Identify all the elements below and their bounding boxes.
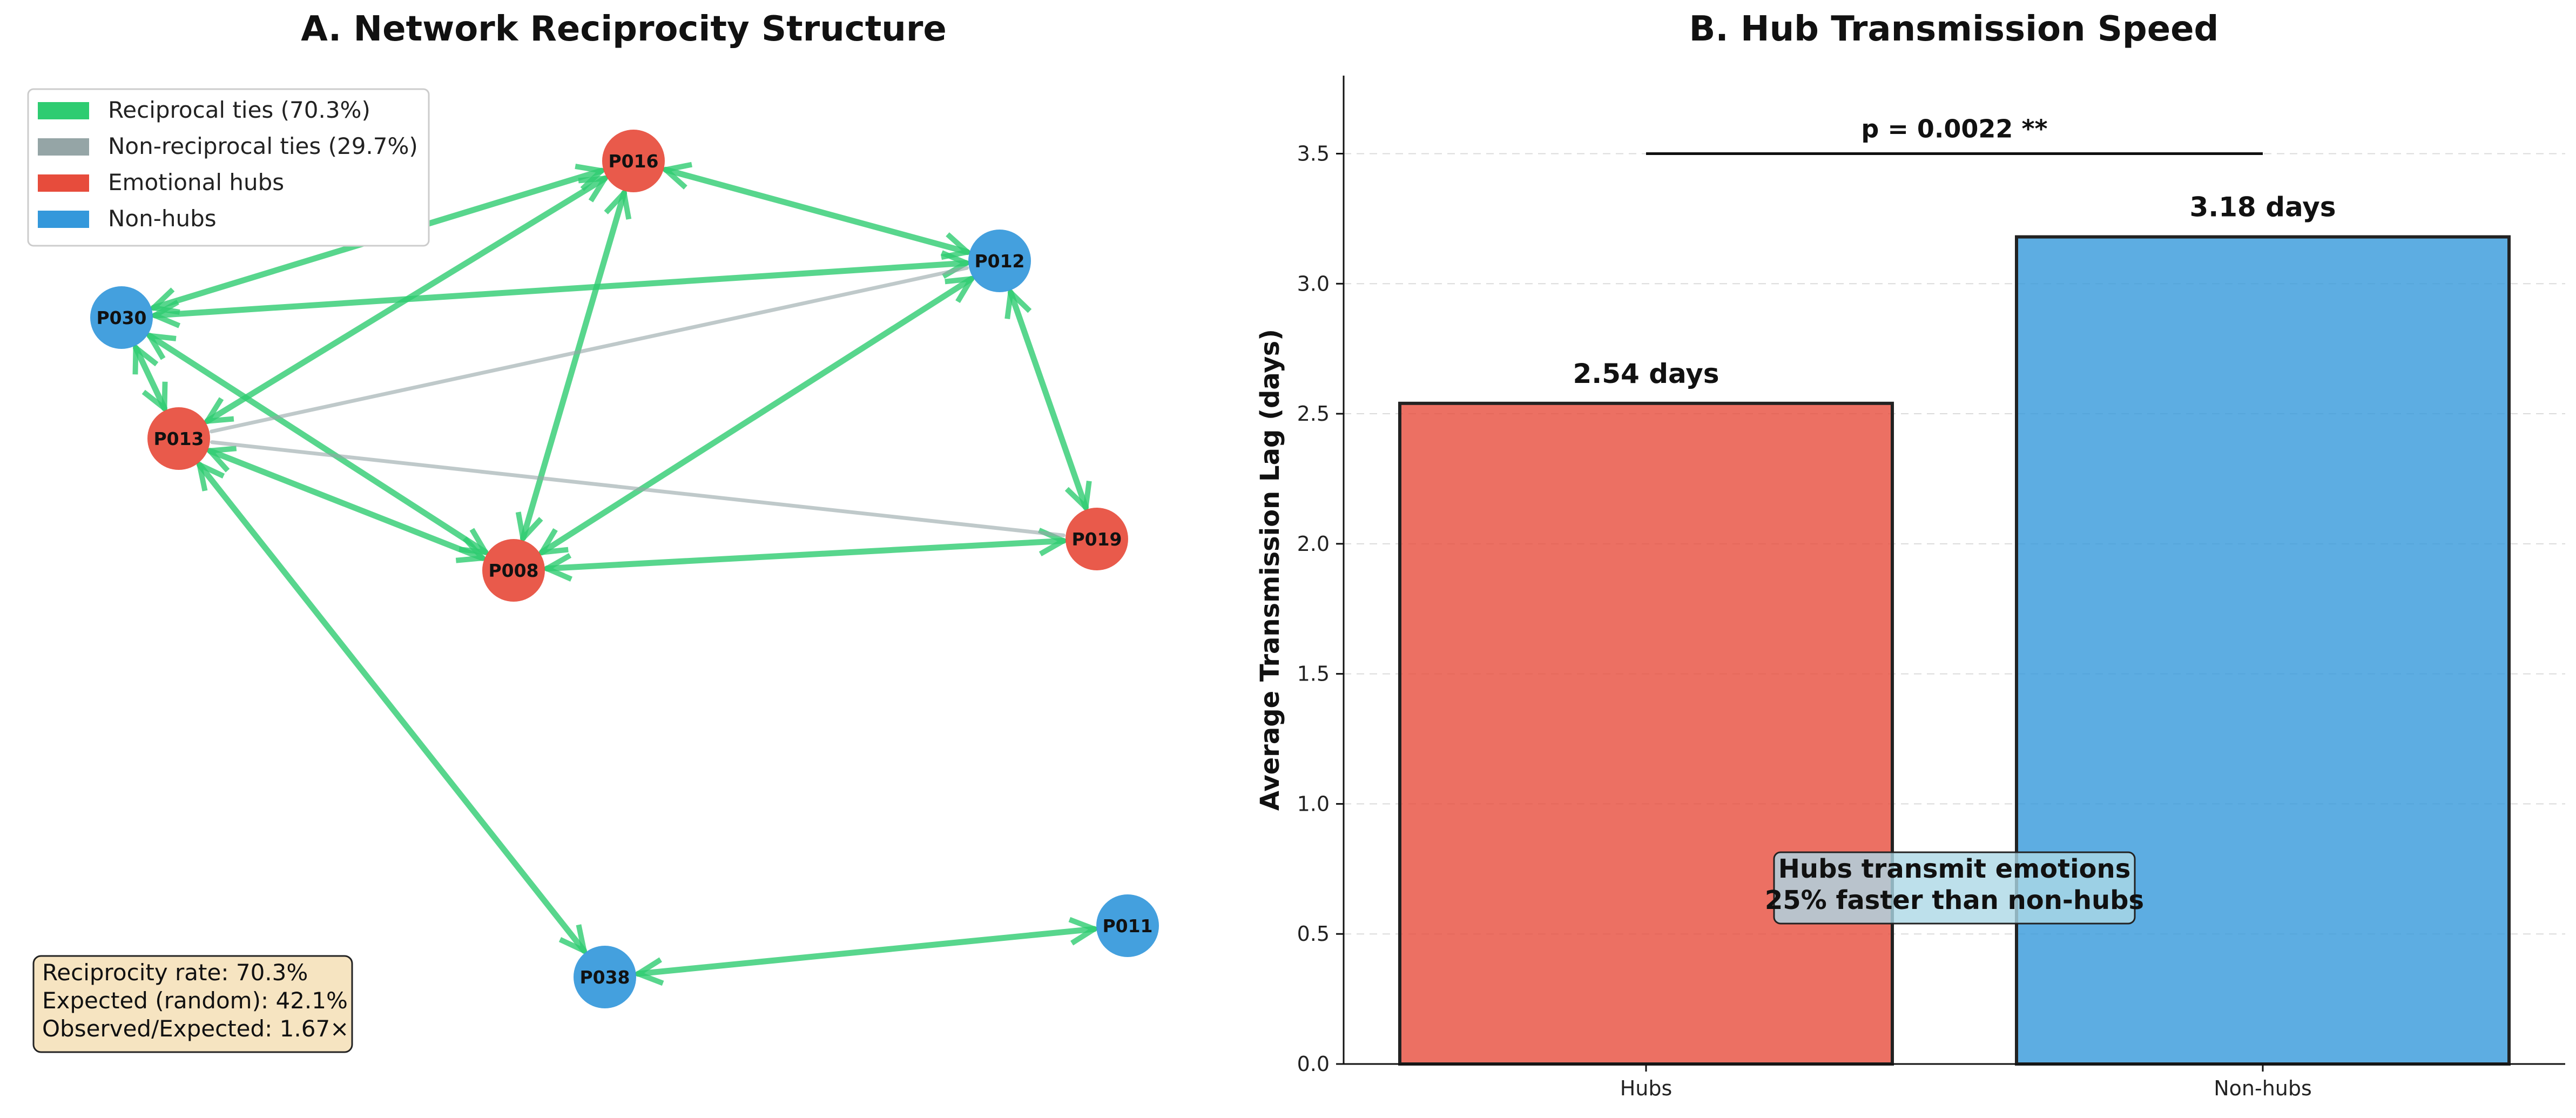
legend-label-nonhubs: Non-hubs xyxy=(108,205,217,232)
annotation-box xyxy=(1773,851,2136,925)
speed-annotation: Hubs transmit emotions 25% faster than n… xyxy=(1765,851,2144,925)
significance-bracket: p = 0.0022 ** xyxy=(1646,114,2263,155)
node-P011[interactable]: P011 xyxy=(1096,894,1159,957)
y-tick-label-3.0: 3.0 xyxy=(1297,272,1330,295)
legend-box xyxy=(27,88,430,247)
node-P038[interactable]: P038 xyxy=(574,946,636,1008)
y-tick-label-0.0: 0.0 xyxy=(1297,1052,1330,1076)
node-P008[interactable]: P008 xyxy=(482,539,545,602)
reciprocal-edge-P012-P019 xyxy=(1010,293,1085,508)
node-circle-P013 xyxy=(147,407,210,470)
node-label-P011: P011 xyxy=(1102,915,1152,937)
node-circle-P038 xyxy=(574,946,636,1008)
legend-swatch-nonhubs xyxy=(38,211,89,228)
bar-value-label-hubs: 2.54 days xyxy=(1573,358,1719,389)
legend-swatch-nonreciprocal xyxy=(38,138,89,156)
y-tick-label-2.0: 2.0 xyxy=(1297,532,1330,556)
node-label-P013: P013 xyxy=(153,428,204,449)
y-tick-label-1.5: 1.5 xyxy=(1297,662,1330,686)
stats-line-ratio: Observed/Expected: 1.67× xyxy=(42,1015,349,1042)
stats-box-background xyxy=(32,955,353,1053)
y-axis-label: Average Transmission Lag (days) xyxy=(1255,329,1285,811)
node-circle-P019 xyxy=(1066,508,1128,570)
reciprocity-stats-box: Reciprocity rate: 70.3% Expected (random… xyxy=(32,955,353,1053)
node-label-P012: P012 xyxy=(974,251,1024,272)
reciprocal-edge-P013-P038 xyxy=(199,465,584,951)
node-P016[interactable]: P016 xyxy=(602,130,665,192)
node-circle-P008 xyxy=(482,539,545,602)
stats-line-reciprocity-rate: Reciprocity rate: 70.3% xyxy=(42,959,308,986)
reciprocal-edge-P012-P008 xyxy=(542,279,971,552)
y-tick-label-2.5: 2.5 xyxy=(1297,402,1330,426)
network-title: A. Network Reciprocity Structure xyxy=(301,9,947,49)
y-tick-label-3.5: 3.5 xyxy=(1297,142,1330,165)
bar-hubs xyxy=(1398,401,1894,1066)
node-P019[interactable]: P019 xyxy=(1066,508,1128,570)
bars: 2.54 days 3.18 days xyxy=(1398,192,2511,1066)
node-P013[interactable]: P013 xyxy=(147,407,210,470)
network-nodes: P016 P012 P030 P013 P008 P019 P038 P011 xyxy=(90,130,1159,1008)
annotation-line-1: Hubs transmit emotions xyxy=(1778,854,2131,884)
nonreciprocal-edge-P013-P019 xyxy=(210,440,1066,537)
panel-bar-chart: B. Hub Transmission Speed 2.54 days 3.18 … xyxy=(1255,9,2565,1100)
node-circle-P012 xyxy=(968,230,1031,292)
legend-swatch-hubs xyxy=(38,174,89,192)
node-label-P008: P008 xyxy=(488,560,538,581)
node-label-P038: P038 xyxy=(579,967,630,988)
legend-label-reciprocal: Reciprocal ties (70.3%) xyxy=(108,97,370,123)
legend-swatch-reciprocal xyxy=(38,102,89,119)
panel-network: A. Network Reciprocity Structure P016P01… xyxy=(27,9,1159,1053)
y-tick-label-1.0: 1.0 xyxy=(1297,792,1330,816)
node-label-P030: P030 xyxy=(96,307,146,328)
axes xyxy=(1343,76,2565,1065)
x-ticks: Hubs Non-hubs xyxy=(1620,1064,2312,1100)
y-ticks: 0.0 0.5 1.0 1.5 2.0 2.5 3.0 3.5 xyxy=(1297,142,1344,1076)
reciprocal-edge-P016-P012 xyxy=(666,170,967,252)
bar-chart-title: B. Hub Transmission Speed xyxy=(1689,9,2219,49)
stats-line-expected: Expected (random): 42.1% xyxy=(42,987,348,1014)
bar-non-hubs xyxy=(2015,235,2511,1066)
bar-value-label-non-hubs: 3.18 days xyxy=(2189,192,2336,223)
node-circle-P016 xyxy=(602,130,665,192)
legend-label-hubs: Emotional hubs xyxy=(108,169,284,196)
node-label-P019: P019 xyxy=(1071,529,1122,550)
x-tick-label-non-hubs: Non-hubs xyxy=(2214,1076,2312,1100)
reciprocal-edge-P008-P019 xyxy=(547,541,1063,568)
node-P030[interactable]: P030 xyxy=(90,286,153,349)
reciprocal-edge-P038-P011 xyxy=(638,929,1095,974)
y-tick-label-0.5: 0.5 xyxy=(1297,922,1330,946)
legend-label-nonreciprocal: Non-reciprocal ties (29.7%) xyxy=(108,133,418,159)
node-circle-P011 xyxy=(1096,894,1159,957)
node-label-P016: P016 xyxy=(608,151,658,172)
node-P012[interactable]: P012 xyxy=(968,230,1031,292)
nonreciprocal-edge-P013-P012 xyxy=(210,266,969,434)
significance-label: p = 0.0022 ** xyxy=(1861,114,2047,143)
annotation-line-2: 25% faster than non-hubs xyxy=(1765,885,2144,915)
node-circle-P030 xyxy=(90,286,153,349)
network-legend: Reciprocal ties (70.3%) Non-reciprocal t… xyxy=(27,88,430,247)
x-tick-label-hubs: Hubs xyxy=(1620,1076,1673,1100)
reciprocal-edge-P030-P013 xyxy=(136,348,165,408)
network-edges xyxy=(136,170,1095,974)
